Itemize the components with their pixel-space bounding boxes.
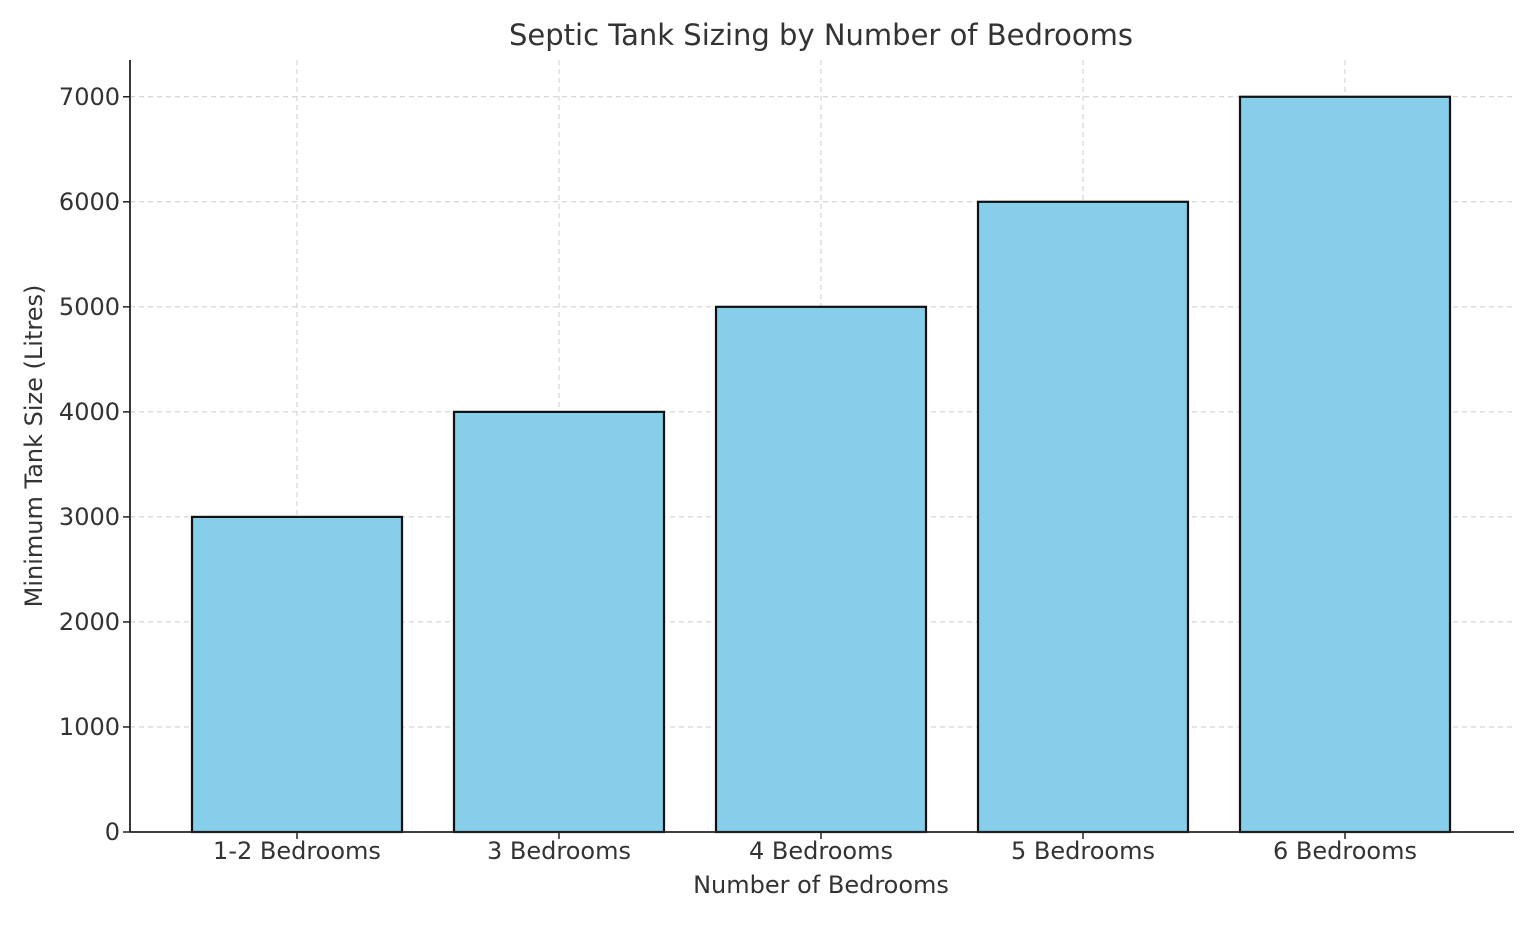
bar-2 bbox=[452, 410, 666, 834]
x-tick-label: 5 Bedrooms bbox=[1011, 837, 1155, 865]
tick-labels: 0 1000 2000 3000 4000 5000 6000 7000 1-2 Bedroom… bbox=[59, 83, 1417, 865]
bar-3 bbox=[714, 305, 928, 834]
y-axis-title: Minimum Tank Size (Litres) bbox=[20, 285, 48, 608]
y-tick-label: 4000 bbox=[59, 398, 120, 426]
x-tick-label: 1-2 Bedrooms bbox=[213, 837, 381, 865]
axes bbox=[123, 60, 1514, 839]
x-tick-label: 3 Bedrooms bbox=[487, 837, 631, 865]
x-axis-title: Number of Bedrooms bbox=[693, 871, 949, 899]
y-tick-label: 0 bbox=[105, 818, 120, 846]
y-tick-label: 1000 bbox=[59, 713, 120, 741]
x-tick-label: 4 Bedrooms bbox=[749, 837, 893, 865]
y-tick-label: 6000 bbox=[59, 188, 120, 216]
y-tick-label: 7000 bbox=[59, 83, 120, 111]
y-tick-label: 5000 bbox=[59, 293, 120, 321]
bar-1 bbox=[190, 515, 404, 834]
chart-title: Septic Tank Sizing by Number of Bedrooms bbox=[509, 18, 1133, 52]
x-tick-label: 6 Bedrooms bbox=[1273, 837, 1417, 865]
y-tick-label: 2000 bbox=[59, 608, 120, 636]
bar-4 bbox=[976, 200, 1190, 834]
y-tick-label: 3000 bbox=[59, 503, 120, 531]
bar-5 bbox=[1238, 95, 1452, 834]
